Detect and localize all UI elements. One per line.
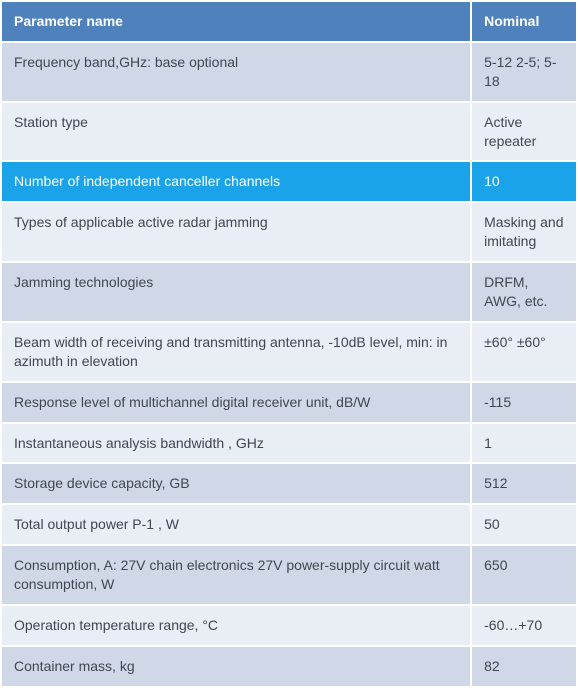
cell-nominal: 512 (472, 464, 576, 503)
cell-nominal: DRFM, AWG, etc. (472, 263, 576, 321)
cell-nominal: 50 (472, 505, 576, 544)
spec-table: Parameter name Nominal Frequency band,GH… (0, 0, 578, 688)
table-row: Container mass, kg 82 (2, 647, 576, 686)
table-row: Storage device capacity, GB 512 (2, 464, 576, 503)
cell-param: Total output power P-1 , W (2, 505, 470, 544)
cell-param: Instantaneous analysis bandwidth , GHz (2, 424, 470, 463)
cell-nominal: -115 (472, 383, 576, 422)
cell-nominal: ±60° ±60° (472, 323, 576, 381)
table-row: Station type Active repeater (2, 103, 576, 161)
cell-nominal: -60…+70 (472, 606, 576, 645)
table-row: Types of applicable active radar jamming… (2, 203, 576, 261)
cell-nominal: 650 (472, 546, 576, 604)
cell-param: Container mass, kg (2, 647, 470, 686)
cell-nominal: 5-12 2-5; 5-18 (472, 43, 576, 101)
table-row-highlight: Number of independent canceller channels… (2, 162, 576, 201)
cell-nominal: Active repeater (472, 103, 576, 161)
cell-param: Response level of multichannel digital r… (2, 383, 470, 422)
cell-nominal: 1 (472, 424, 576, 463)
cell-param: Consumption, A: 27V chain electronics 27… (2, 546, 470, 604)
cell-param: Jamming technologies (2, 263, 470, 321)
cell-param: Operation temperature range, °C (2, 606, 470, 645)
cell-nominal: Masking and imitating (472, 203, 576, 261)
table-row: Frequency band,GHz: base optional 5-12 2… (2, 43, 576, 101)
header-nominal: Nominal (472, 2, 576, 41)
cell-nominal: 10 (472, 162, 576, 201)
table-row: Instantaneous analysis bandwidth , GHz 1 (2, 424, 576, 463)
table-row: Beam width of receiving and transmitting… (2, 323, 576, 381)
table-row: Total output power P-1 , W 50 (2, 505, 576, 544)
header-parameter: Parameter name (2, 2, 470, 41)
table-row: Operation temperature range, °C -60…+70 (2, 606, 576, 645)
cell-nominal: 82 (472, 647, 576, 686)
cell-param: Beam width of receiving and transmitting… (2, 323, 470, 381)
cell-param: Types of applicable active radar jamming (2, 203, 470, 261)
table-row: Consumption, A: 27V chain electronics 27… (2, 546, 576, 604)
cell-param: Station type (2, 103, 470, 161)
table-row: Jamming technologies DRFM, AWG, etc. (2, 263, 576, 321)
cell-param: Frequency band,GHz: base optional (2, 43, 470, 101)
table-row: Response level of multichannel digital r… (2, 383, 576, 422)
cell-param: Number of independent canceller channels (2, 162, 470, 201)
cell-param: Storage device capacity, GB (2, 464, 470, 503)
header-row: Parameter name Nominal (2, 2, 576, 41)
